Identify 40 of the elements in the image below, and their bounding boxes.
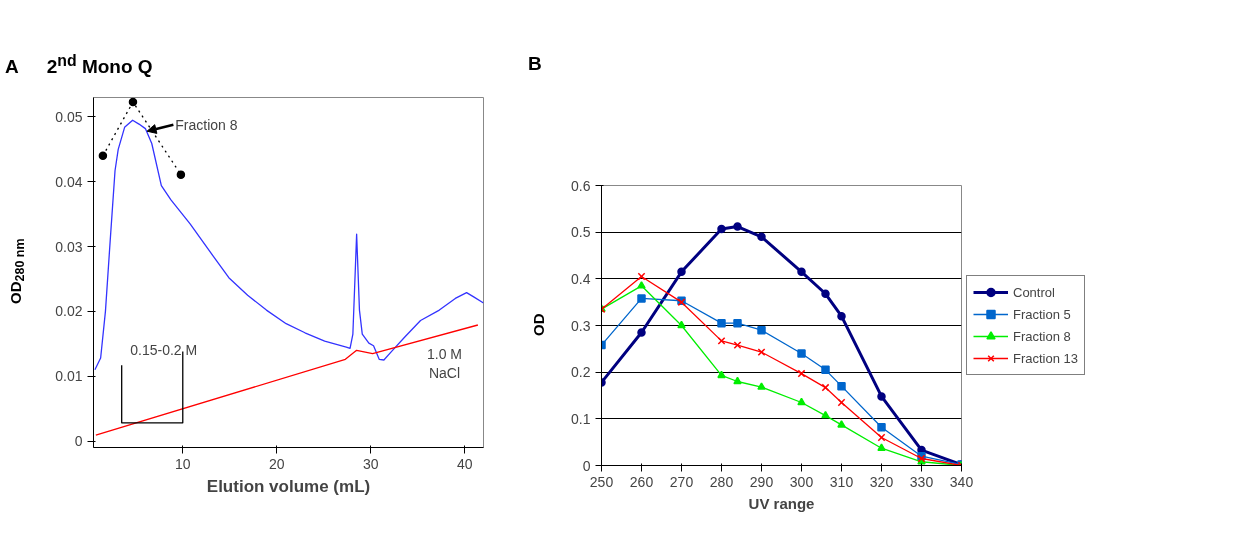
y-tick-label: 0.2 [571,364,591,381]
chart-title: A [5,56,19,78]
annotation: 0.15-0.2 M [130,341,198,358]
x-tick-label: 330 [909,473,934,490]
legend-label: Fraction 8 [1013,328,1071,344]
x-tick-label: 280 [709,473,734,490]
x-axis-title: UV range [748,494,815,512]
x-tick-label: 40 [456,455,473,472]
y-axis-title: OD [529,312,548,339]
y-tick-label: 0.1 [571,410,591,427]
x-tick-label: 30 [362,455,379,472]
x-tick-label: 310 [829,473,854,490]
y-tick-label: 0.4 [571,270,591,287]
y-tick-label: 0.5 [571,224,591,241]
y-tick-label: 0 [582,457,591,474]
y-tick-label: 0.01 [55,368,83,385]
legend-label: Fraction 13 [1013,350,1079,366]
x-tick-label: 340 [949,473,974,490]
x-tick-label: 320 [869,473,894,490]
x-tick-label: 300 [789,473,814,490]
y-tick-label: 0 [74,433,83,450]
x-tick-label: 250 [589,473,614,490]
y-tick-label: 0.6 [571,177,591,194]
x-tick-label: 260 [629,473,654,490]
x-tick-label: 10 [174,455,191,472]
y-tick-label: 0.03 [55,238,83,255]
x-axis-title: Elution volume (mL) [206,476,371,496]
y-tick-label: 0.3 [571,317,591,334]
annotation: Fraction 8 [175,116,238,133]
chart-subtitle: 2$^{nd}$ Mono Q [46,52,153,78]
y-tick-label: 0.04 [55,173,83,190]
annotation: 1.0 M NaCl [426,345,463,382]
legend-label: Control [1013,284,1055,300]
chart-title: B [528,53,542,74]
x-tick-label: 270 [669,473,694,490]
y-tick-label: 0.05 [55,108,83,125]
y-tick-label: 0.02 [55,303,83,320]
x-tick-label: 290 [749,473,774,490]
legend-label: Fraction 5 [1013,306,1071,322]
x-tick-label: 20 [268,455,285,472]
